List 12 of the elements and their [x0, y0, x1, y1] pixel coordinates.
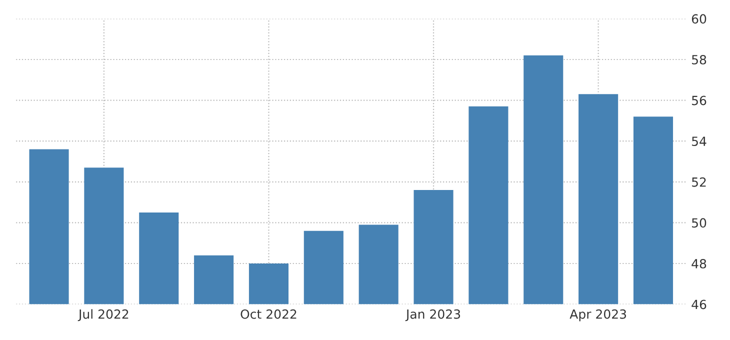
- y-tick-label: 50: [692, 218, 706, 228]
- x-tick-label: Apr 2023: [570, 309, 626, 322]
- y-tick-label: 46: [692, 300, 706, 310]
- y-tick-label: 60: [692, 14, 706, 24]
- y-tick-label: 58: [692, 54, 706, 64]
- y-tick-label: 52: [692, 177, 706, 187]
- x-tick-label: Oct 2022: [240, 309, 296, 319]
- x-tick-label: Jul 2022: [78, 309, 128, 322]
- y-tick-label: 48: [692, 258, 706, 268]
- x-tick-label: Jan 2023: [405, 309, 460, 322]
- y-tick-label: 54: [692, 136, 706, 146]
- y-tick-label: 56: [692, 96, 706, 106]
